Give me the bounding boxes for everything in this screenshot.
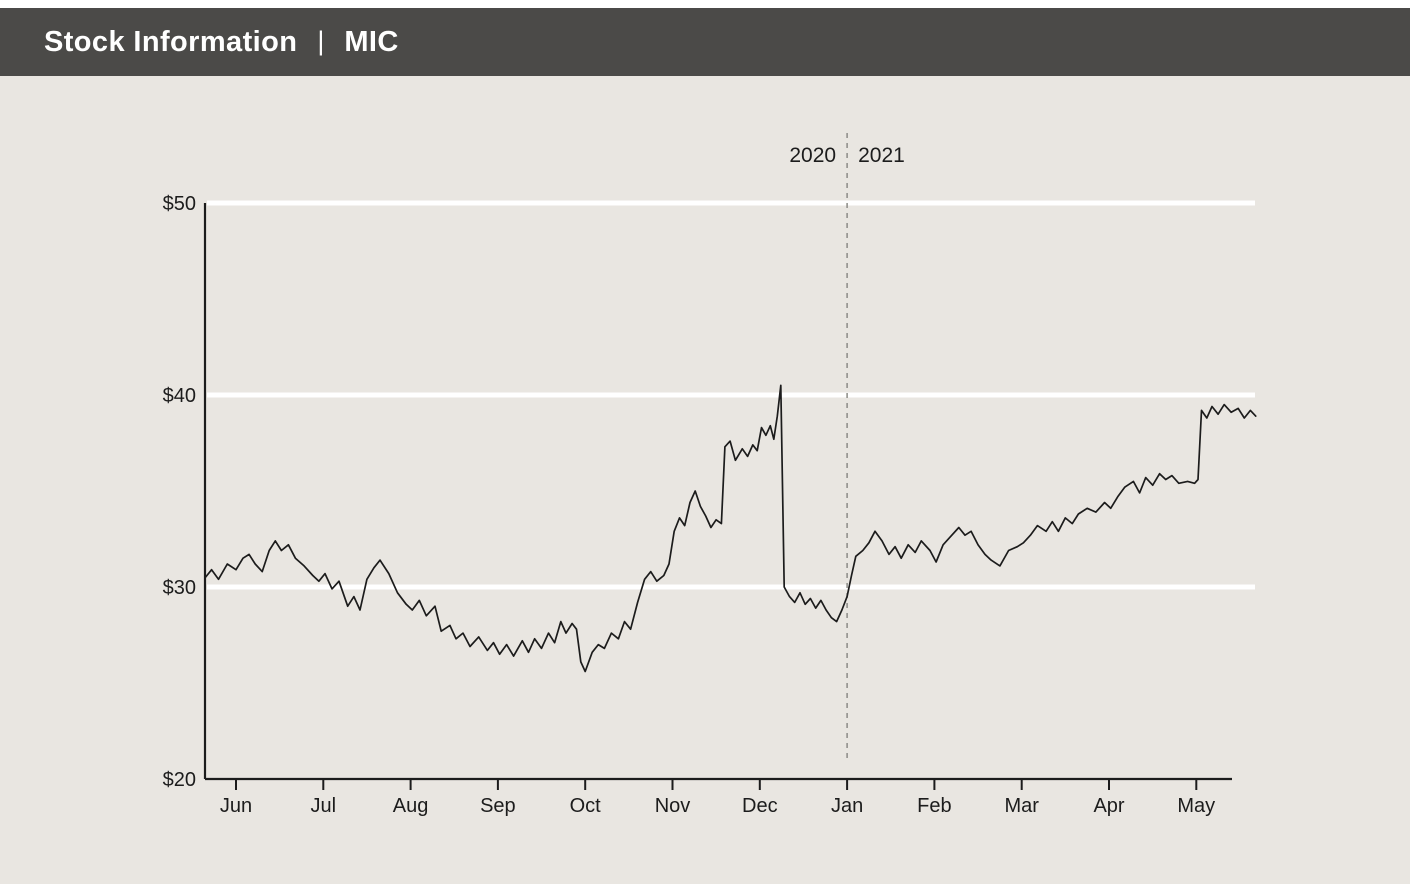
x-tick-label-Jan: Jan: [831, 795, 863, 817]
page-title: Stock Information: [44, 25, 298, 58]
x-tick-label-Dec: Dec: [742, 795, 778, 817]
x-tick-label-Nov: Nov: [655, 795, 691, 817]
y-tick-label-20: $20: [163, 769, 196, 791]
ticker-symbol: MIC: [344, 25, 399, 58]
header-bar: Stock Information | MIC: [0, 8, 1410, 76]
x-tick-label-May: May: [1177, 795, 1215, 817]
y-tick-label-30: $30: [163, 577, 196, 599]
x-tick-label-Feb: Feb: [917, 795, 951, 817]
y-tick-label-40: $40: [163, 385, 196, 407]
price-line-MIC: [204, 384, 1257, 673]
x-tick-label-Oct: Oct: [570, 795, 602, 817]
y-tick-label-50: $50: [163, 193, 196, 215]
year-label-right: 2021: [858, 144, 905, 167]
year-label-left: 2020: [789, 144, 836, 167]
x-tick-label-Aug: Aug: [393, 795, 429, 817]
x-tick-label-Jul: Jul: [311, 795, 337, 817]
x-tick-label-Sep: Sep: [480, 795, 516, 817]
x-tick-label-Jun: Jun: [220, 795, 252, 817]
x-tick-label-Apr: Apr: [1093, 795, 1124, 817]
x-tick-label-Mar: Mar: [1004, 795, 1039, 817]
title-separator: |: [317, 25, 325, 56]
